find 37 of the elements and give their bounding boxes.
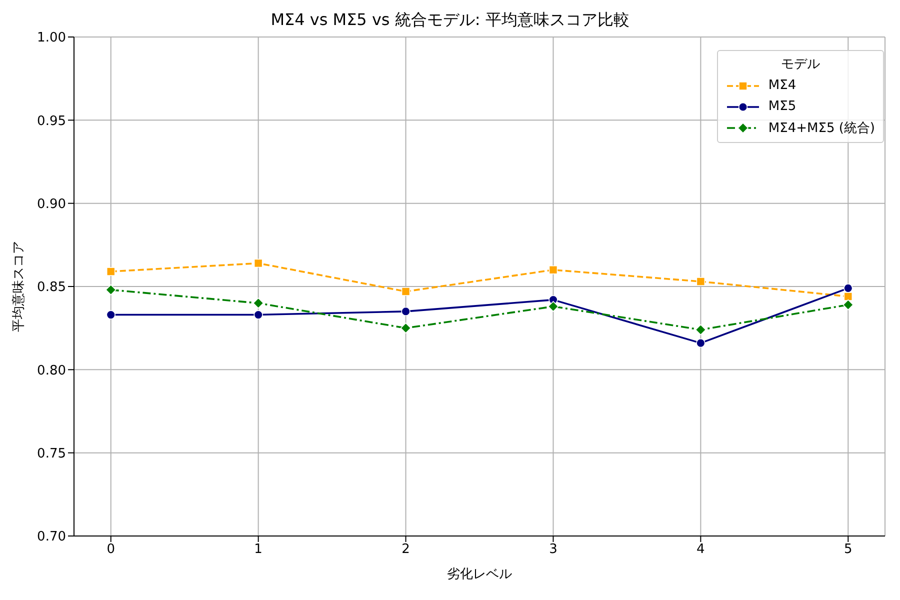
x-tick-label: 0 <box>106 542 116 558</box>
point <box>105 284 116 296</box>
point <box>842 299 854 310</box>
point <box>254 258 263 268</box>
point <box>106 310 116 320</box>
point <box>696 338 706 348</box>
x-tick-label: 1 <box>254 542 262 558</box>
y-tick-label: 0.85 <box>37 280 66 296</box>
y-tick-label: 0.90 <box>37 196 66 212</box>
point <box>844 284 853 293</box>
x-axis-title: 劣化レベル <box>447 567 512 582</box>
legend-label: MΣ5 <box>768 99 796 114</box>
legend-label: MΣ4+MΣ5 (統合) <box>768 120 875 136</box>
y-tick-label: 0.80 <box>37 363 66 378</box>
y-axis-title: 平均意味スコア <box>12 241 27 332</box>
y-tick-label: 0.70 <box>37 530 66 545</box>
y-tick-label: 0.75 <box>37 446 66 462</box>
y-tick-label: 1.00 <box>37 30 66 46</box>
point <box>695 324 706 336</box>
x-tick-label: 4 <box>696 542 705 558</box>
point <box>401 287 410 296</box>
y-tick-label: 0.95 <box>37 114 66 129</box>
point <box>252 298 264 309</box>
legend-label: MΣ4 <box>768 78 796 93</box>
point <box>401 306 410 316</box>
chart-title: MΣ4 vs MΣ5 vs 統合モデル: 平均意味スコア比較 <box>270 10 630 31</box>
point <box>548 301 559 312</box>
point <box>254 310 263 320</box>
point <box>106 267 116 276</box>
legend-title: モデル <box>780 56 822 73</box>
point <box>844 292 853 301</box>
point <box>696 277 706 286</box>
point <box>400 322 412 334</box>
point <box>548 265 558 274</box>
x-tick-label: 5 <box>844 542 852 558</box>
x-tick-label: 2 <box>402 542 410 558</box>
x-tick-label: 3 <box>549 542 558 558</box>
